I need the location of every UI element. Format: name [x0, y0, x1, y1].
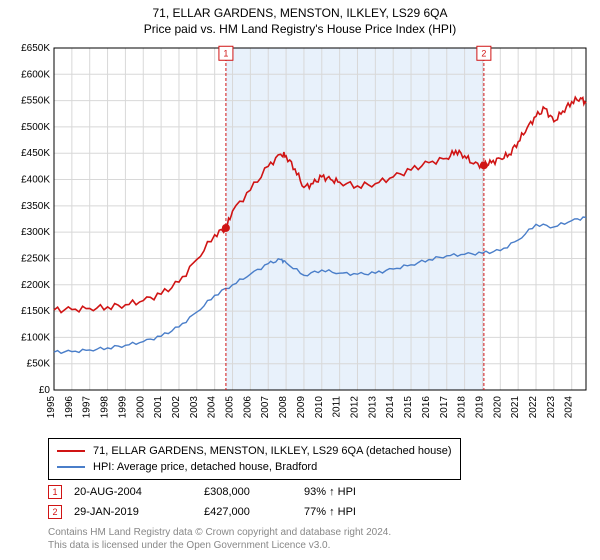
title-subtitle: Price paid vs. HM Land Registry's House … [0, 20, 600, 36]
chart-area: £0 £50K £100K £150K £200K £250K £300K £350K £400… [8, 42, 592, 430]
svg-text:2009: 2009 [296, 396, 307, 419]
svg-text:2012: 2012 [349, 396, 360, 419]
footer-line: Contains HM Land Registry data © Crown c… [48, 526, 391, 539]
svg-text:2020: 2020 [492, 396, 503, 419]
svg-text:2001: 2001 [153, 396, 164, 419]
legend-label: 71, ELLAR GARDENS, MENSTON, ILKLEY, LS29… [93, 445, 452, 457]
line-chart-svg: £0 £50K £100K £150K £200K £250K £300K £350K £400… [8, 42, 592, 430]
legend-item: HPI: Average price, detached house, Brad… [57, 459, 452, 475]
chart-container: 71, ELLAR GARDENS, MENSTON, ILKLEY, LS29… [0, 0, 600, 560]
svg-text:2005: 2005 [225, 396, 236, 419]
legend-swatch [57, 450, 85, 452]
svg-text:£500K: £500K [21, 122, 50, 133]
sale-date: 20-AUG-2004 [74, 486, 204, 498]
svg-text:1996: 1996 [64, 396, 75, 419]
svg-text:2007: 2007 [260, 396, 271, 419]
svg-text:2010: 2010 [314, 396, 325, 419]
svg-text:2022: 2022 [528, 396, 539, 419]
svg-text:2002: 2002 [171, 396, 182, 419]
sale-row: 1 20-AUG-2004 £308,000 93% ↑ HPI [48, 482, 424, 502]
svg-text:£200K: £200K [21, 280, 50, 291]
title-address: 71, ELLAR GARDENS, MENSTON, ILKLEY, LS29… [0, 0, 600, 20]
svg-text:2019: 2019 [474, 396, 485, 419]
sale-marker-icon: 2 [48, 505, 62, 519]
svg-text:£50K: £50K [27, 359, 51, 370]
svg-text:£350K: £350K [21, 201, 50, 212]
svg-text:£600K: £600K [21, 69, 50, 80]
sale-hpi: 93% ↑ HPI [304, 486, 424, 498]
sales-table: 1 20-AUG-2004 £308,000 93% ↑ HPI 2 29-JA… [48, 482, 424, 522]
svg-text:£450K: £450K [21, 148, 50, 159]
svg-text:2011: 2011 [332, 396, 343, 418]
svg-text:1999: 1999 [117, 396, 128, 419]
svg-text:2017: 2017 [439, 396, 450, 419]
svg-text:£650K: £650K [21, 43, 50, 54]
svg-text:£0: £0 [39, 385, 51, 396]
svg-text:1998: 1998 [100, 396, 111, 419]
svg-text:2006: 2006 [242, 396, 253, 419]
svg-text:£150K: £150K [21, 306, 50, 317]
svg-text:2008: 2008 [278, 396, 289, 419]
sale-hpi: 77% ↑ HPI [304, 506, 424, 518]
svg-text:£550K: £550K [21, 96, 50, 107]
sale-marker-icon: 1 [48, 485, 62, 499]
legend-swatch [57, 466, 85, 468]
svg-text:1: 1 [223, 48, 228, 58]
svg-text:2016: 2016 [421, 396, 432, 419]
svg-text:£400K: £400K [21, 175, 50, 186]
svg-text:2003: 2003 [189, 396, 200, 419]
svg-text:£100K: £100K [21, 332, 50, 343]
svg-text:2: 2 [481, 48, 486, 58]
legend-item: 71, ELLAR GARDENS, MENSTON, ILKLEY, LS29… [57, 443, 452, 459]
svg-text:2000: 2000 [135, 396, 146, 419]
footer-attribution: Contains HM Land Registry data © Crown c… [48, 526, 391, 552]
svg-text:2013: 2013 [367, 396, 378, 419]
svg-text:1995: 1995 [46, 396, 57, 419]
svg-text:2018: 2018 [457, 396, 468, 419]
sale-price: £427,000 [204, 506, 304, 518]
svg-text:2024: 2024 [564, 396, 575, 419]
svg-text:1997: 1997 [82, 396, 93, 419]
svg-text:2023: 2023 [546, 396, 557, 419]
svg-text:2015: 2015 [403, 396, 414, 419]
svg-text:2021: 2021 [510, 396, 521, 419]
legend: 71, ELLAR GARDENS, MENSTON, ILKLEY, LS29… [48, 438, 461, 480]
footer-line: This data is licensed under the Open Gov… [48, 539, 391, 552]
legend-label: HPI: Average price, detached house, Brad… [93, 461, 317, 473]
svg-text:2004: 2004 [207, 396, 218, 419]
sale-price: £308,000 [204, 486, 304, 498]
svg-text:2014: 2014 [385, 396, 396, 419]
sale-date: 29-JAN-2019 [74, 506, 204, 518]
svg-text:£250K: £250K [21, 253, 50, 264]
sale-row: 2 29-JAN-2019 £427,000 77% ↑ HPI [48, 502, 424, 522]
svg-text:£300K: £300K [21, 227, 50, 238]
